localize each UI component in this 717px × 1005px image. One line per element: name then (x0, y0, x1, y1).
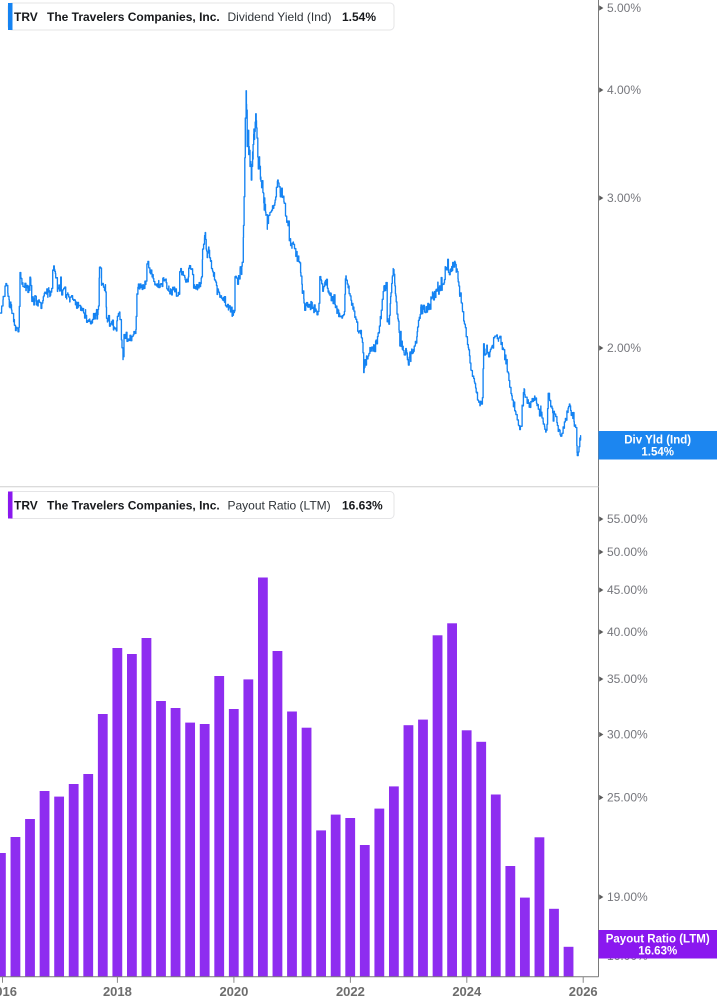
svg-text:16.63%: 16.63% (638, 946, 677, 958)
svg-text:2020: 2020 (219, 984, 248, 999)
svg-text:The Travelers Companies, Inc.: The Travelers Companies, Inc. (47, 498, 220, 512)
svg-text:35.00%: 35.00% (607, 672, 648, 686)
svg-text:30.00%: 30.00% (607, 728, 648, 742)
svg-text:The Travelers Companies, Inc.: The Travelers Companies, Inc. (47, 10, 220, 24)
svg-text:1.54%: 1.54% (342, 10, 376, 24)
svg-text:2.00%: 2.00% (607, 341, 641, 355)
svg-text:Payout Ratio (LTM): Payout Ratio (LTM) (606, 934, 710, 946)
svg-text:2026: 2026 (569, 984, 598, 999)
svg-text:3.00%: 3.00% (607, 191, 641, 205)
svg-text:55.00%: 55.00% (607, 512, 648, 526)
svg-text:45.00%: 45.00% (607, 583, 648, 597)
svg-text:16.63%: 16.63% (342, 498, 383, 512)
svg-text:TRV: TRV (14, 10, 38, 24)
svg-text:5.00%: 5.00% (607, 1, 641, 15)
svg-text:50.00%: 50.00% (607, 545, 648, 559)
svg-text:2018: 2018 (103, 984, 132, 999)
svg-text:2024: 2024 (452, 984, 482, 999)
svg-text:Div Yld (Ind): Div Yld (Ind) (624, 435, 691, 447)
svg-text:1.54%: 1.54% (641, 447, 674, 459)
svg-text:25.00%: 25.00% (607, 791, 648, 805)
svg-text:2022: 2022 (336, 984, 365, 999)
svg-text:40.00%: 40.00% (607, 625, 648, 639)
svg-text:Payout Ratio (LTM): Payout Ratio (LTM) (228, 498, 331, 512)
svg-text:2016: 2016 (0, 984, 17, 999)
svg-text:19.00%: 19.00% (607, 890, 648, 904)
svg-text:4.00%: 4.00% (607, 83, 641, 97)
svg-text:Dividend Yield (Ind): Dividend Yield (Ind) (228, 10, 332, 24)
svg-text:TRV: TRV (14, 498, 38, 512)
